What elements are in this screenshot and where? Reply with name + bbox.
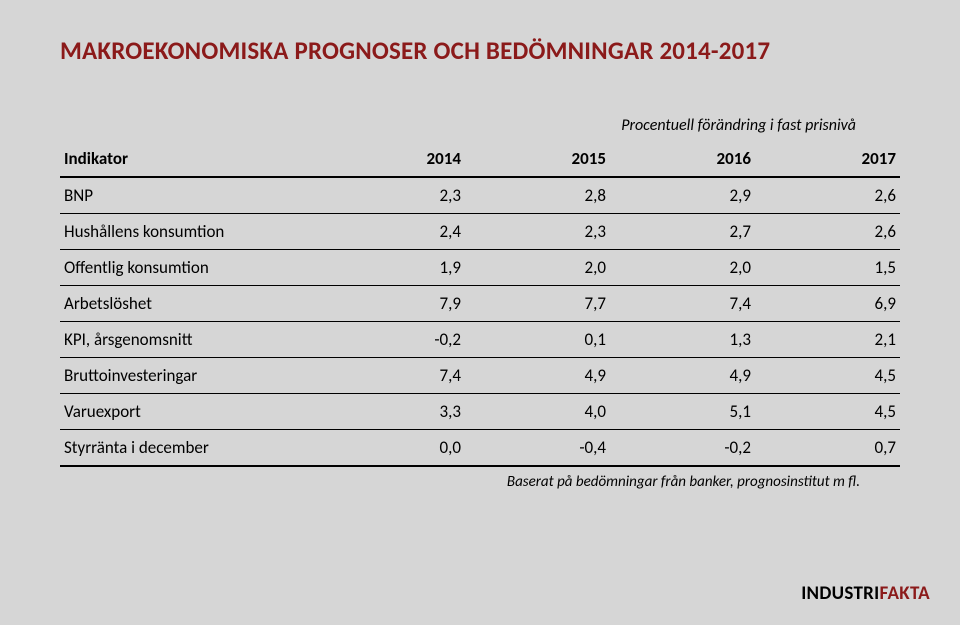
cell-value: 2,7 [610,214,755,250]
table-row: Arbetslöshet7,97,77,46,9 [60,286,900,322]
cell-value: 6,9 [755,286,900,322]
table-header-year: 2014 [320,141,465,177]
logo-part1: INDUSTRI [801,582,879,605]
table-header-year: 2017 [755,141,900,177]
table-row: KPI, årsgenomsnitt-0,20,11,32,1 [60,322,900,358]
table-row: BNP2,32,82,92,6 [60,177,900,214]
cell-value: 1,3 [610,322,755,358]
table-row: Offentlig konsumtion1,92,02,01,5 [60,250,900,286]
cell-value: 2,3 [320,177,465,214]
table-header-year: 2016 [610,141,755,177]
cell-value: 4,5 [755,358,900,394]
table-row: Hushållens konsumtion2,42,32,72,6 [60,214,900,250]
cell-value: 7,7 [465,286,610,322]
cell-value: 4,0 [465,394,610,430]
row-label: Arbetslöshet [60,286,320,322]
cell-value: 2,6 [755,177,900,214]
table-header-row: Indikator 2014 2015 2016 2017 [60,141,900,177]
row-label: Bruttoinvesteringar [60,358,320,394]
cell-value: 4,9 [465,358,610,394]
cell-value: -0,4 [465,430,610,467]
cell-value: 2,1 [755,322,900,358]
table-footnote: Baserat på bedömningar från banker, prog… [60,473,860,491]
cell-value: -0,2 [610,430,755,467]
row-label: Hushållens konsumtion [60,214,320,250]
table-row: Varuexport3,34,05,14,5 [60,394,900,430]
table-row: Bruttoinvesteringar7,44,94,94,5 [60,358,900,394]
slide: MAKROEKONOMISKA PROGNOSER OCH BEDÖMNINGA… [0,0,960,625]
table-header-year: 2015 [465,141,610,177]
row-label: Offentlig konsumtion [60,250,320,286]
cell-value: 3,3 [320,394,465,430]
data-table: Indikator 2014 2015 2016 2017 BNP2,32,82… [60,141,900,467]
row-label: Styrränta i december [60,430,320,467]
logo-part2: FAKTA [880,582,930,605]
cell-value: 0,0 [320,430,465,467]
cell-value: 7,4 [320,358,465,394]
row-label: Varuexport [60,394,320,430]
cell-value: 4,5 [755,394,900,430]
cell-value: 2,6 [755,214,900,250]
cell-value: 2,0 [610,250,755,286]
cell-value: 2,9 [610,177,755,214]
cell-value: 1,5 [755,250,900,286]
cell-value: 5,1 [610,394,755,430]
cell-value: 2,4 [320,214,465,250]
cell-value: 4,9 [610,358,755,394]
cell-value: 2,8 [465,177,610,214]
cell-value: -0,2 [320,322,465,358]
row-label: KPI, årsgenomsnitt [60,322,320,358]
cell-value: 2,0 [465,250,610,286]
cell-value: 0,7 [755,430,900,467]
cell-value: 0,1 [465,322,610,358]
cell-value: 7,9 [320,286,465,322]
row-label: BNP [60,177,320,214]
cell-value: 2,3 [465,214,610,250]
cell-value: 7,4 [610,286,755,322]
page-title: MAKROEKONOMISKA PROGNOSER OCH BEDÖMNINGA… [60,35,900,66]
logo: INDUSTRIFAKTA [801,582,930,605]
table-subtitle: Procentuell förändring i fast prisnivå [60,116,860,135]
table-row: Styrränta i december0,0-0,4-0,20,7 [60,430,900,467]
cell-value: 1,9 [320,250,465,286]
table-header-indicator: Indikator [60,141,320,177]
